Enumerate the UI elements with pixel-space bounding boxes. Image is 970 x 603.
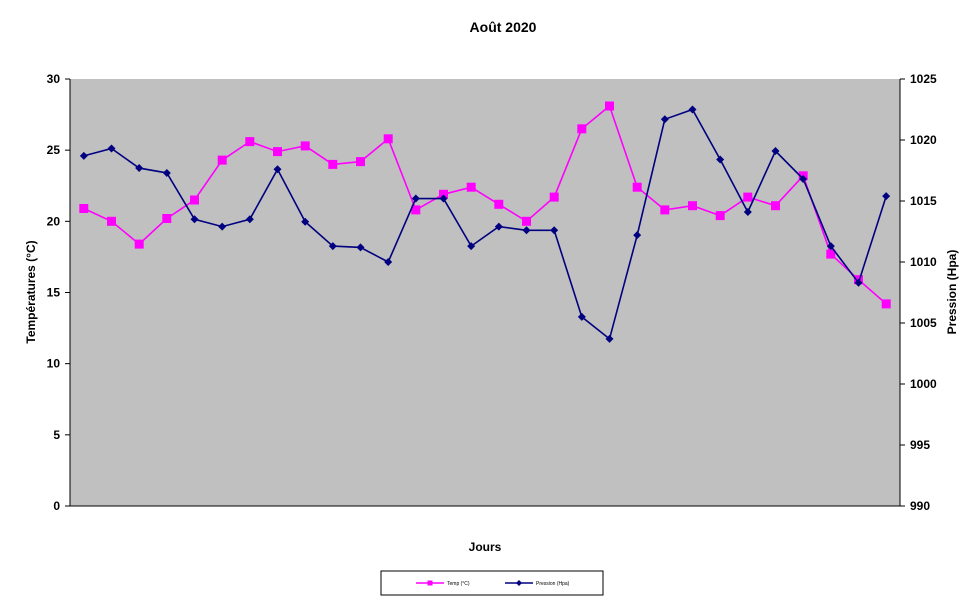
data-point-pression [494,222,503,231]
data-point-pression [467,242,476,251]
legend: Temp (°C) Pression (Hpa) [380,570,604,596]
data-point-pression [605,334,614,343]
data-point-temp [190,195,199,205]
data-point-temp [632,182,642,192]
legend-marker-temp [427,580,433,586]
chart-title: Août 2020 [470,19,537,35]
data-point-temp [688,201,697,211]
left-tick-label: 25 [47,143,61,157]
series-layer [79,101,891,343]
data-point-temp [743,192,753,202]
right-tick-label: 1010 [910,255,937,269]
data-point-pression [716,155,725,164]
right-axis-title: Pression (Hpa) [945,250,959,335]
data-point-temp [466,182,476,192]
left-tick-label: 0 [53,499,60,513]
left-axis: 0 5 10 15 20 25 30 [47,72,900,513]
left-axis-title: Températures (°C) [24,240,38,343]
legend-box [380,570,604,596]
data-point-temp [577,124,587,134]
legend-label-temp: Temp (°C) [447,581,470,587]
data-point-pression [328,242,337,251]
data-point-temp [300,141,310,151]
data-point-temp [107,216,116,226]
left-tick-label: 20 [47,214,61,228]
data-point-pression [688,105,697,114]
data-point-temp [660,205,670,215]
data-point-pression [439,194,448,203]
right-tick-label: 995 [910,438,930,452]
data-point-pression [854,278,863,287]
data-point-pression [384,258,393,266]
data-point-temp [356,157,365,167]
data-point-pression [577,312,586,321]
data-point-temp [881,299,891,309]
plot-area [70,79,900,506]
data-point-pression [771,146,780,155]
series-line-pression [83,108,887,341]
x-axis-title: Jours [469,540,502,554]
data-point-pression [826,242,835,251]
data-point-temp [162,214,172,223]
data-point-temp [134,239,144,249]
data-point-pression [107,144,116,153]
right-tick-label: 1005 [910,316,937,330]
left-tick-label: 30 [47,72,61,86]
data-point-pression [743,207,752,216]
data-point-pression [190,215,199,224]
data-point-pression [301,217,310,226]
data-point-temp [771,201,780,211]
data-point-temp [411,205,421,215]
left-tick-label: 10 [47,357,61,371]
left-tick-label: 5 [53,428,60,442]
data-point-pression [162,168,171,177]
data-point-temp [217,155,227,165]
left-tick-label: 15 [47,286,61,300]
series-line-temp [83,104,887,305]
data-point-temp [328,159,338,169]
data-point-temp [522,216,531,226]
data-point-temp [383,134,393,144]
data-point-temp [549,192,559,202]
right-tick-label: 1025 [910,72,937,86]
right-axis: 990 995 1000 1005 1010 1015 1020 1025 [899,72,937,513]
data-point-pression [79,151,88,160]
data-point-pression [356,243,365,252]
data-point-pression [411,194,420,203]
data-point-temp [494,199,504,209]
data-point-temp [439,189,448,199]
data-point-temp [245,137,255,147]
data-point-temp [273,147,282,157]
data-point-pression [799,175,808,184]
right-tick-label: 990 [910,499,930,513]
data-point-temp [826,249,836,259]
right-tick-label: 1020 [910,133,937,147]
data-point-pression [245,215,254,224]
data-point-temp [715,211,725,221]
data-point-pression [135,164,144,173]
right-tick-label: 1015 [910,194,937,208]
data-point-pression [522,226,531,235]
data-point-pression [660,115,669,124]
data-point-temp [79,204,89,213]
legend-label-pression: Pression (Hpa) [536,581,570,587]
data-point-pression [218,222,227,231]
data-point-pression [550,226,559,235]
right-tick-label: 1000 [910,377,937,391]
data-point-pression [882,192,891,201]
data-point-pression [633,231,642,240]
data-point-temp [605,101,614,111]
legend-marker-pression [516,580,522,586]
data-point-pression [273,165,282,174]
